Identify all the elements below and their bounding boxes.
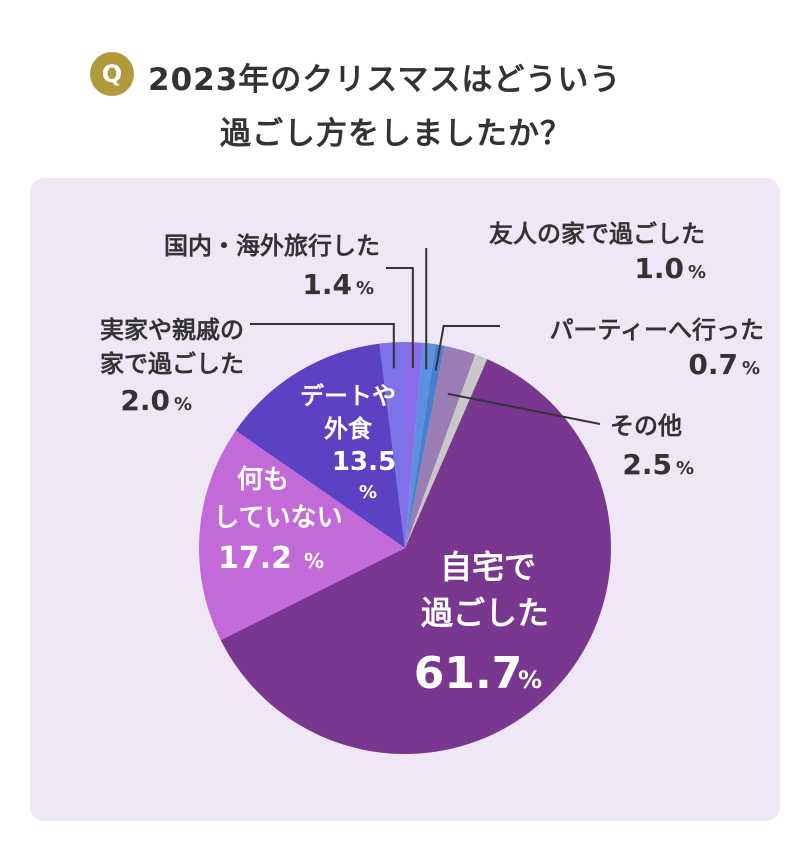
label-party: パーティーへ行った xyxy=(549,316,764,344)
percent-other: % xyxy=(676,458,694,479)
label-jitaku-line1: 自宅で xyxy=(440,548,536,586)
value-nanimo: 17.2 xyxy=(218,541,292,576)
label-nanimo-line1: 何も xyxy=(237,465,289,495)
leader-kokunai xyxy=(386,267,414,369)
label-kokunai: 国内・海外旅行した xyxy=(164,232,380,260)
pie-slice-blank xyxy=(405,354,488,548)
pie-slice-yujin xyxy=(405,342,436,548)
title-line-1: 2023年のクリスマスはどういう xyxy=(148,62,622,98)
pie-slice-jitaku xyxy=(220,359,612,755)
value-jitaku: 61.7 xyxy=(414,648,523,699)
question-header: Q 2023年のクリスマスはどういう 過ごし方をしましたか？ xyxy=(0,0,810,170)
percent-party: % xyxy=(742,358,760,379)
pie-slice-kokunai xyxy=(405,342,423,548)
label-jikka-line1: 実家や親戚の xyxy=(100,316,244,344)
pie-slice-nanimo xyxy=(198,430,405,641)
leader-lines xyxy=(250,248,601,425)
leader-other xyxy=(447,392,601,425)
percent-yujin: % xyxy=(688,262,706,283)
label-yujin: 友人の家で過ごした xyxy=(489,220,705,248)
label-date-line2: 外食 xyxy=(324,415,373,443)
value-date: 13.5 xyxy=(332,447,396,477)
pie-slice-date xyxy=(235,343,405,548)
value-kokunai: 1.4 xyxy=(302,268,352,301)
value-jikka: 2.0 xyxy=(120,384,170,417)
title-line-2: 過ごし方をしましたか？ xyxy=(220,116,572,152)
value-party: 0.7 xyxy=(688,348,738,381)
label-jikka-line2: 家で過ごした xyxy=(100,350,244,378)
q-badge: Q xyxy=(90,52,134,96)
label-other: その他 xyxy=(610,412,682,440)
leader-party xyxy=(434,325,500,371)
label-date-line1: デートや xyxy=(300,382,396,410)
pie-slice-jikka xyxy=(379,341,405,548)
percent-jikka: % xyxy=(174,394,192,415)
label-nanimo-line2: していない xyxy=(213,503,342,533)
pie-slice-party xyxy=(405,344,445,548)
leader-jikka xyxy=(250,323,395,369)
label-jitaku-line2: 過ごした xyxy=(421,594,549,632)
value-other: 2.5 xyxy=(622,448,672,481)
percent-date: % xyxy=(359,482,377,503)
percent-nanimo: % xyxy=(304,549,324,573)
percent-jitaku: % xyxy=(518,666,542,694)
value-yujin: 1.0 xyxy=(634,252,684,285)
percent-kokunai: % xyxy=(356,278,374,299)
